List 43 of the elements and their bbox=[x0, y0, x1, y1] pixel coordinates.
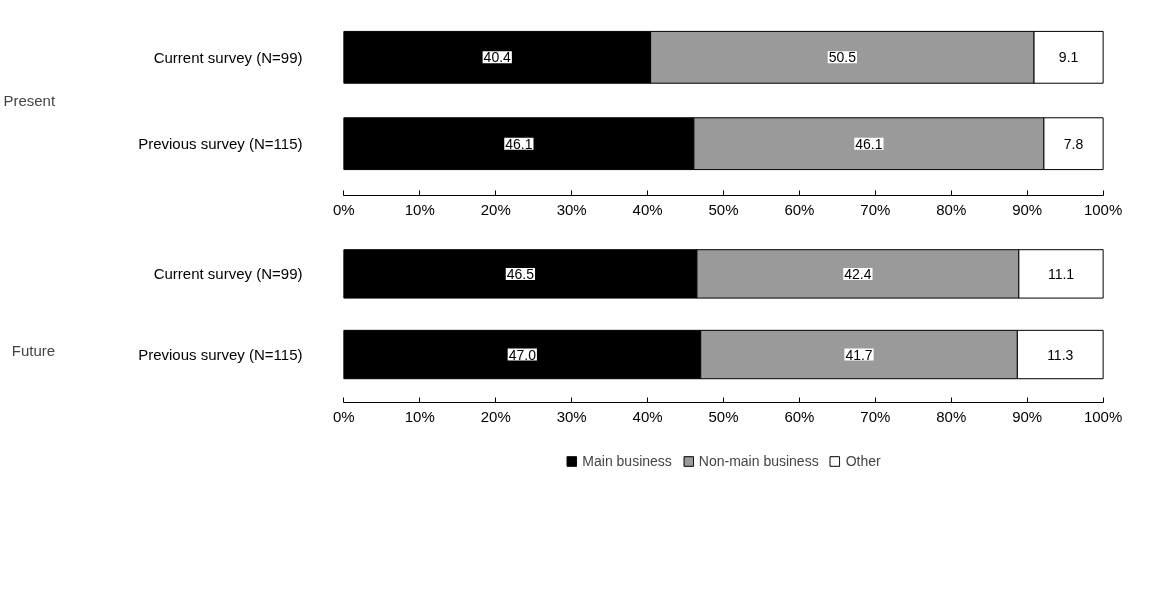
x-tick-label: 40% bbox=[632, 407, 663, 425]
x-tick-label: 100% bbox=[1083, 407, 1123, 425]
x-tick-label: 80% bbox=[936, 200, 967, 218]
legend-label: Main business bbox=[582, 453, 672, 469]
x-tick-label: 60% bbox=[784, 200, 815, 218]
x-tick-label: 100% bbox=[1083, 200, 1123, 218]
x-tick-label: 60% bbox=[784, 407, 815, 425]
x-tick-label: 10% bbox=[404, 200, 435, 218]
data-label: 40.4 bbox=[483, 49, 512, 66]
y-tick-label: Current survey (N=99) bbox=[153, 265, 303, 283]
x-tick-label: 30% bbox=[556, 200, 587, 218]
x-tick-label: 10% bbox=[404, 407, 435, 425]
x-tick-label: 80% bbox=[936, 407, 967, 425]
x-tick-label: 70% bbox=[860, 200, 891, 218]
x-tick-label: 50% bbox=[708, 200, 739, 218]
x-tick-label: 0% bbox=[333, 407, 355, 425]
y-tick-label: Current survey (N=99) bbox=[153, 48, 303, 66]
data-label: 46.5 bbox=[506, 265, 535, 282]
data-label: 11.1 bbox=[1047, 265, 1075, 282]
data-label: 42.4 bbox=[844, 265, 872, 282]
x-tick-label: 90% bbox=[1012, 407, 1043, 425]
x-tick-label: 50% bbox=[708, 407, 739, 425]
x-tick-label: 70% bbox=[860, 407, 891, 425]
x-tick-label: 90% bbox=[1012, 200, 1043, 218]
x-tick-label: 40% bbox=[632, 200, 663, 218]
data-label: 50.5 bbox=[828, 49, 857, 66]
data-label: 46.1 bbox=[855, 135, 883, 152]
data-label: 46.1 bbox=[505, 135, 533, 152]
x-tick-label: 0% bbox=[333, 200, 355, 218]
data-label: 47.0 bbox=[508, 346, 537, 363]
x-tick-label: 20% bbox=[480, 200, 511, 218]
y-axis-title: Present bbox=[3, 92, 56, 109]
legend-label: Other bbox=[845, 453, 881, 469]
data-label: 11.3 bbox=[1047, 346, 1074, 363]
y-tick-label: Previous survey (N=115) bbox=[138, 346, 303, 364]
x-tick-label: 30% bbox=[556, 407, 587, 425]
data-label: 41.7 bbox=[845, 346, 873, 363]
data-label: 9.1 bbox=[1058, 49, 1079, 66]
legend-label: Non-main business bbox=[698, 453, 819, 469]
x-tick-label: 20% bbox=[480, 407, 511, 425]
data-label: 7.8 bbox=[1063, 135, 1084, 152]
y-tick-label: Previous survey (N=115) bbox=[138, 135, 303, 153]
y-axis-title: Future bbox=[11, 342, 56, 359]
